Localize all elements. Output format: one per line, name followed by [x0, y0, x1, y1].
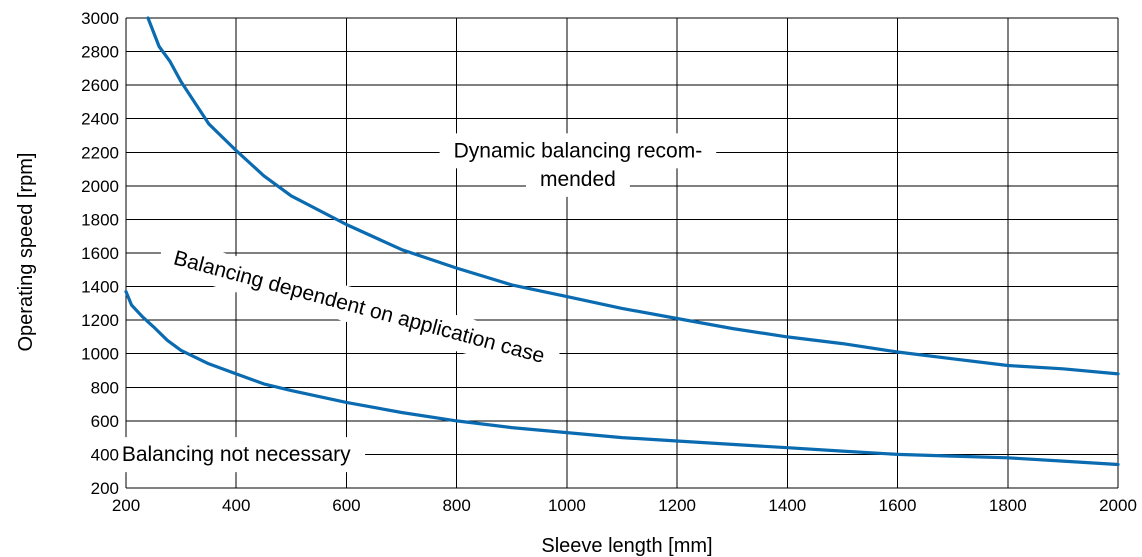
y-axis-title: Operating speed [rpm]: [15, 153, 37, 352]
x-tick-label: 800: [442, 496, 470, 515]
label-balancing-not-necessary: Balancing not necessary: [122, 443, 351, 466]
tick-labels: 200 400 600 800 1000 1200 1400 1600 1800 2000 200 4…: [81, 9, 1137, 515]
label-balancing-dependent: Balancing dependent on application case: [171, 246, 547, 367]
label-background: [525, 161, 630, 197]
x-tick-label: 1800: [989, 496, 1027, 515]
x-tick-label: 2000: [1099, 496, 1137, 515]
label-background: [107, 437, 366, 473]
y-tick-label: 2600: [81, 76, 119, 95]
y-tick-label: 2800: [81, 43, 119, 62]
y-tick-label: 2000: [81, 177, 119, 196]
y-tick-label: 800: [91, 378, 119, 397]
x-tick-label: 1400: [768, 496, 806, 515]
x-axis-title: Sleeve length [mm]: [541, 535, 712, 557]
y-tick-label: 1400: [81, 278, 119, 297]
y-tick-label: 600: [91, 412, 119, 431]
curves: [124, 16, 1120, 467]
y-tick-label: 3000: [81, 9, 119, 28]
y-tick-label: 1600: [81, 244, 119, 263]
label-dynamic-balancing: Dynamic balancing recom-: [454, 139, 703, 162]
region-labels: Dynamic balancing recom-mended Balancing …: [122, 139, 702, 466]
label-dynamic-balancing-cont: mended: [540, 168, 616, 191]
upper-boundary-curve: [146, 16, 1120, 376]
y-tick-label: 1000: [81, 345, 119, 364]
lower-boundary-curve: [124, 290, 1120, 467]
y-tick-label: 2200: [81, 143, 119, 162]
y-tick-label: 200: [91, 479, 119, 498]
label-backgrounds: [107, 133, 717, 473]
x-tick-label: 200: [112, 496, 140, 515]
x-tick-label: 1600: [879, 496, 917, 515]
grid: [125, 17, 1119, 489]
y-tick-label: 1800: [81, 210, 119, 229]
y-tick-label: 400: [91, 445, 119, 464]
x-tick-label: 1000: [548, 496, 586, 515]
label-background: [156, 237, 563, 378]
y-tick-label: 1200: [81, 311, 119, 330]
x-tick-label: 1200: [658, 496, 696, 515]
x-tick-label: 400: [222, 496, 250, 515]
y-tick-label: 2400: [81, 110, 119, 129]
x-tick-label: 600: [332, 496, 360, 515]
